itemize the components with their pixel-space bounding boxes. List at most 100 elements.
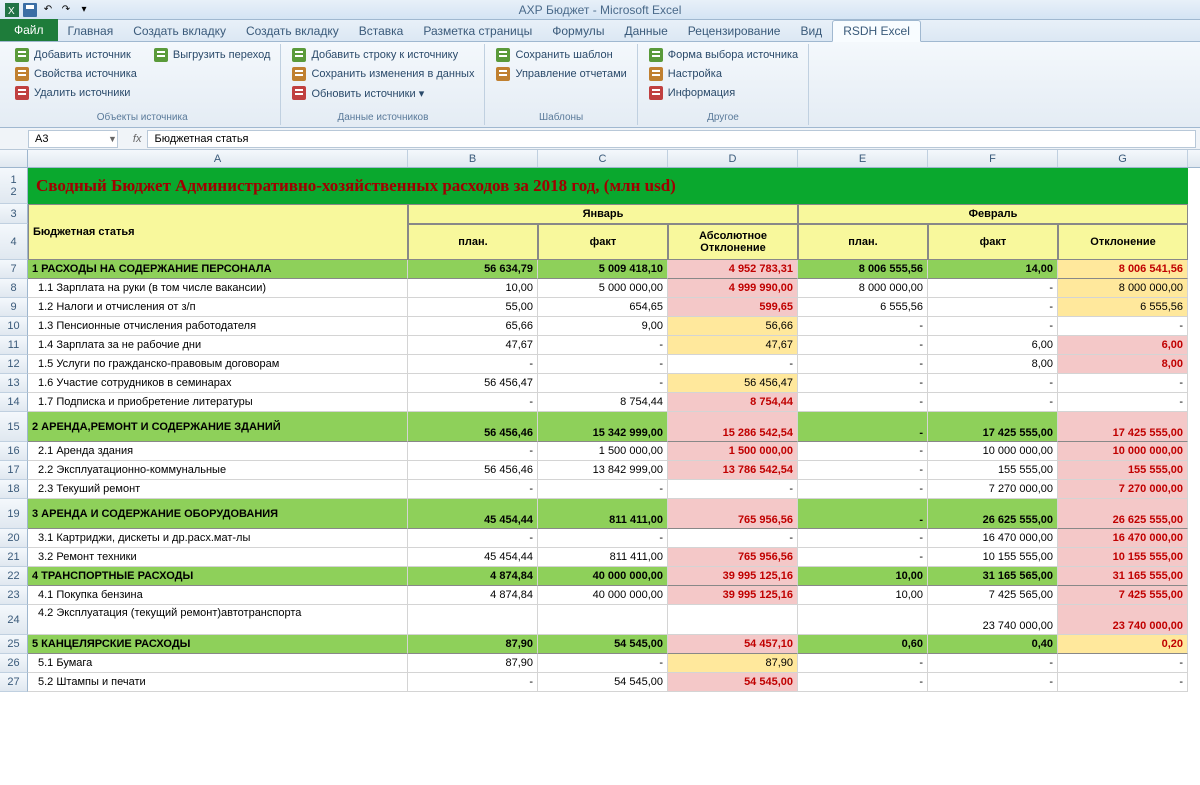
cell-deviation2[interactable]: 8 006 541,56 <box>1058 260 1188 279</box>
cell-deviation2[interactable]: 10 155 555,00 <box>1058 548 1188 567</box>
row-header[interactable]: 3 <box>0 204 28 224</box>
cell-plan[interactable]: - <box>408 529 538 548</box>
row-header[interactable]: 11 <box>0 336 28 355</box>
cell-fact[interactable]: 5 009 418,10 <box>538 260 668 279</box>
ribbon-tab[interactable]: Вставка <box>349 21 414 41</box>
cell-fact2[interactable]: - <box>928 298 1058 317</box>
cell-deviation[interactable]: 54 457,10 <box>668 635 798 654</box>
cell-fact[interactable]: 5 000 000,00 <box>538 279 668 298</box>
cell-article[interactable]: 3 АРЕНДА И СОДЕРЖАНИЕ ОБОРУДОВАНИЯ <box>28 499 408 529</box>
cell-article[interactable]: 4.1 Покупка бензина <box>28 586 408 605</box>
cell-fact2[interactable]: 26 625 555,00 <box>928 499 1058 529</box>
row-header[interactable]: 8 <box>0 279 28 298</box>
cell-deviation2[interactable]: 31 165 555,00 <box>1058 567 1188 586</box>
cell-article[interactable]: 2 АРЕНДА,РЕМОНТ И СОДЕРЖАНИЕ ЗДАНИЙ <box>28 412 408 442</box>
cell-plan2[interactable]: - <box>798 317 928 336</box>
cell-fact2[interactable]: - <box>928 654 1058 673</box>
ribbon-tab[interactable]: RSDH Excel <box>832 20 921 42</box>
cell-article[interactable]: 3.2 Ремонт техники <box>28 548 408 567</box>
cell-fact2[interactable]: 6,00 <box>928 336 1058 355</box>
ribbon-button[interactable]: Управление отчетами <box>493 65 628 83</box>
row-header[interactable]: 25 <box>0 635 28 654</box>
cell-fact[interactable]: 40 000 000,00 <box>538 586 668 605</box>
ribbon-button[interactable]: Информация <box>646 84 800 102</box>
qat-dropdown-icon[interactable]: ▾ <box>76 2 92 18</box>
cell-fact[interactable]: - <box>538 355 668 374</box>
cell-plan2[interactable]: - <box>798 499 928 529</box>
cell-fact2[interactable]: 7 270 000,00 <box>928 480 1058 499</box>
ribbon-button[interactable]: Форма выбора источника <box>646 46 800 64</box>
ribbon-button[interactable]: Свойства источника <box>12 65 139 83</box>
row-header[interactable]: 14 <box>0 393 28 412</box>
cell-fact2[interactable]: - <box>928 279 1058 298</box>
cell-plan[interactable]: - <box>408 355 538 374</box>
cell-plan[interactable]: - <box>408 480 538 499</box>
cell-fact[interactable]: 54 545,00 <box>538 673 668 692</box>
cell-deviation[interactable]: 39 995 125,16 <box>668 586 798 605</box>
cell-deviation2[interactable]: 26 625 555,00 <box>1058 499 1188 529</box>
cell-deviation[interactable]: 56 456,47 <box>668 374 798 393</box>
ribbon-tab[interactable]: Создать вкладку <box>236 21 349 41</box>
cell-deviation2[interactable]: - <box>1058 317 1188 336</box>
row-header[interactable]: 18 <box>0 480 28 499</box>
col-header[interactable]: B <box>408 150 538 167</box>
name-box[interactable]: A3 <box>28 130 118 148</box>
cell-article[interactable]: 4 ТРАНСПОРТНЫЕ РАСХОДЫ <box>28 567 408 586</box>
cell-fact[interactable]: 15 342 999,00 <box>538 412 668 442</box>
cell-plan2[interactable]: - <box>798 548 928 567</box>
cell-deviation[interactable]: 4 952 783,31 <box>668 260 798 279</box>
cell-fact[interactable]: - <box>538 374 668 393</box>
ribbon-tab[interactable]: Создать вкладку <box>123 21 236 41</box>
cell-deviation[interactable]: - <box>668 355 798 374</box>
cell-deviation[interactable]: 1 500 000,00 <box>668 442 798 461</box>
undo-icon[interactable]: ↶ <box>40 2 56 18</box>
cell-fact2[interactable]: 155 555,00 <box>928 461 1058 480</box>
cell-fact2[interactable]: 31 165 565,00 <box>928 567 1058 586</box>
row-header[interactable]: 1 <box>10 174 16 186</box>
cell-article[interactable]: 2.2 Эксплуатационно-коммунальные <box>28 461 408 480</box>
cell-fact[interactable]: - <box>538 529 668 548</box>
cell-deviation[interactable]: 765 956,56 <box>668 499 798 529</box>
cell-fact2[interactable]: 17 425 555,00 <box>928 412 1058 442</box>
cell-deviation2[interactable]: 10 000 000,00 <box>1058 442 1188 461</box>
cell-plan2[interactable]: 8 006 555,56 <box>798 260 928 279</box>
cell-fact[interactable]: 654,65 <box>538 298 668 317</box>
cell-fact[interactable]: 811 411,00 <box>538 548 668 567</box>
cell-fact2[interactable]: - <box>928 317 1058 336</box>
cell-article[interactable]: 1.3 Пенсионные отчисления работодателя <box>28 317 408 336</box>
cell-deviation[interactable]: 87,90 <box>668 654 798 673</box>
cell-deviation[interactable]: 56,66 <box>668 317 798 336</box>
cell-deviation[interactable]: 599,65 <box>668 298 798 317</box>
row-header[interactable]: 27 <box>0 673 28 692</box>
cell-fact2[interactable]: 16 470 000,00 <box>928 529 1058 548</box>
cell-deviation2[interactable]: 16 470 000,00 <box>1058 529 1188 548</box>
cell-plan[interactable]: 56 456,46 <box>408 412 538 442</box>
cell-deviation[interactable]: 47,67 <box>668 336 798 355</box>
cell-fact2[interactable]: 8,00 <box>928 355 1058 374</box>
save-icon[interactable] <box>22 2 38 18</box>
cell-plan2[interactable]: 10,00 <box>798 586 928 605</box>
cell-plan2[interactable]: - <box>798 442 928 461</box>
cell-plan2[interactable]: - <box>798 529 928 548</box>
cell-article[interactable]: 5.2 Штампы и печати <box>28 673 408 692</box>
col-header[interactable]: F <box>928 150 1058 167</box>
row-header[interactable]: 9 <box>0 298 28 317</box>
name-box-dropdown-icon[interactable]: ▼ <box>108 134 117 144</box>
cell-plan[interactable]: 87,90 <box>408 654 538 673</box>
cell-deviation2[interactable]: 155 555,00 <box>1058 461 1188 480</box>
cell-deviation2[interactable]: 8,00 <box>1058 355 1188 374</box>
cell-plan[interactable]: - <box>408 442 538 461</box>
row-header[interactable]: 15 <box>0 412 28 442</box>
spreadsheet-grid[interactable]: A B C D E F G 12 Сводный Бюджет Админист… <box>0 150 1200 692</box>
row-header[interactable]: 12 <box>0 355 28 374</box>
ribbon-button[interactable]: Удалить источники <box>12 84 139 102</box>
cell-article[interactable]: 5.1 Бумага <box>28 654 408 673</box>
cell-plan[interactable]: 45 454,44 <box>408 548 538 567</box>
row-header[interactable]: 22 <box>0 567 28 586</box>
ribbon-tab[interactable]: Вид <box>790 21 832 41</box>
ribbon-tab[interactable]: Главная <box>58 21 124 41</box>
cell-deviation[interactable]: - <box>668 529 798 548</box>
ribbon-button[interactable]: Добавить источник <box>12 46 139 64</box>
cell-deviation2[interactable]: 7 425 555,00 <box>1058 586 1188 605</box>
formula-bar[interactable]: Бюджетная статья <box>147 130 1196 148</box>
